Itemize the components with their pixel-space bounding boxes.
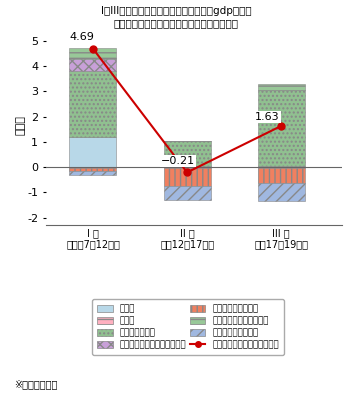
Bar (258, 168, 305, 184)
Bar (163, 141, 211, 166)
Bar (70, 58, 116, 71)
Text: 4.69: 4.69 (70, 32, 94, 41)
Text: −0.21: −0.21 (161, 156, 195, 166)
Bar (258, 166, 305, 167)
Bar (70, 49, 116, 58)
Bar (163, 166, 211, 167)
Text: 1.63: 1.63 (255, 112, 280, 122)
Bar (70, 171, 116, 175)
Bar (258, 184, 305, 201)
Bar (70, 137, 116, 167)
Bar (163, 186, 211, 200)
Bar (258, 167, 305, 168)
Text: ※　研究は除く: ※ 研究は除く (14, 379, 58, 389)
Text: 大きくプラスの寄与を与える情報サービス業: 大きくプラスの寄与を与える情報サービス業 (114, 18, 239, 28)
Bar (258, 90, 305, 166)
Bar (163, 167, 211, 168)
Bar (70, 167, 116, 168)
Bar (163, 168, 211, 186)
Legend: 通信業, 放送業, 情報サービス業, 映像・音声・文字情報制作業, 情報通信関連製造業, 情報通信関連サービス業, 情報通信関連建設業, 情報通信産業の年平均成: 通信業, 放送業, 情報サービス業, 映像・音声・文字情報制作業, 情報通信関連… (92, 299, 284, 355)
Bar (258, 84, 305, 90)
Bar (70, 71, 116, 137)
Text: I～III期にわたって情報通信産業の名目gdp成長に: I～III期にわたって情報通信産業の名目gdp成長に (101, 6, 252, 16)
Bar (70, 168, 116, 171)
Y-axis label: （％）: （％） (16, 115, 26, 135)
